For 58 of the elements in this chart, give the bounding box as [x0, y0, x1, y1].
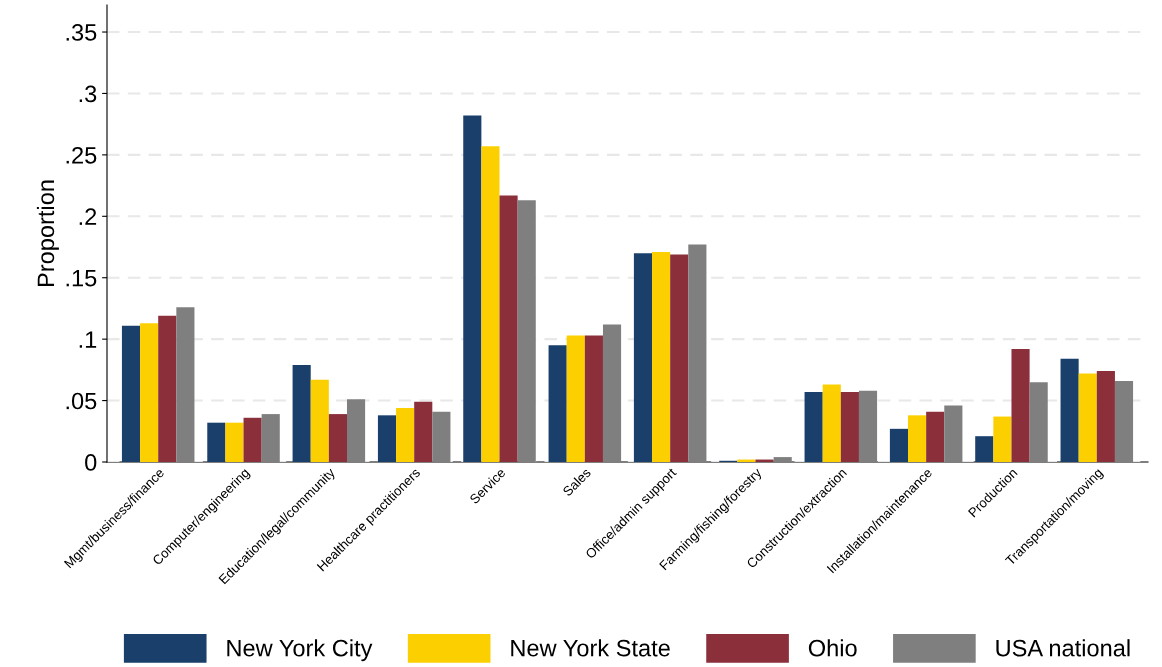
bar — [858, 390, 878, 462]
bar — [346, 399, 366, 462]
bar — [432, 411, 451, 462]
bar — [773, 457, 792, 462]
bar — [243, 417, 262, 462]
y-tick-label: .25 — [66, 146, 97, 164]
bar — [176, 307, 195, 462]
bar — [566, 335, 585, 462]
bar — [652, 251, 671, 462]
bar — [908, 415, 927, 462]
bar — [140, 323, 159, 462]
y-tick-label: 0 — [85, 454, 97, 471]
bar — [670, 254, 689, 462]
bar — [840, 391, 859, 462]
bar — [1096, 371, 1115, 462]
bar — [1114, 380, 1134, 462]
y-tick-label: .3 — [79, 85, 97, 103]
bar — [548, 345, 567, 462]
legend-label: New York City — [227, 639, 373, 662]
bar — [584, 335, 603, 462]
bar — [822, 384, 841, 462]
y-axis-title: Proportion — [36, 180, 59, 287]
bar — [261, 414, 280, 462]
bar — [499, 195, 518, 462]
bar — [207, 422, 226, 462]
bar — [517, 200, 536, 462]
bar — [225, 422, 244, 462]
bar — [889, 428, 909, 462]
bar — [377, 415, 397, 462]
bar — [975, 436, 994, 462]
bar — [328, 414, 347, 462]
bar — [481, 146, 500, 462]
bar — [993, 416, 1012, 462]
y-tick-label: .35 — [66, 24, 97, 41]
bar — [1011, 348, 1030, 462]
y-tick-label: .1 — [79, 331, 97, 348]
bar — [602, 324, 622, 462]
y-tick-label: .2 — [79, 208, 97, 225]
legend-label: USA national — [996, 639, 1130, 657]
bar — [944, 405, 963, 462]
bar — [414, 401, 433, 462]
bar — [1029, 382, 1048, 462]
bar — [804, 391, 823, 462]
bar — [310, 379, 329, 462]
bar — [1060, 358, 1079, 462]
bar — [292, 364, 311, 462]
bar — [926, 411, 945, 462]
y-tick-label: .15 — [66, 270, 97, 287]
bar — [463, 115, 482, 462]
bar — [688, 244, 707, 462]
bar — [633, 253, 653, 462]
y-tick-label: .05 — [66, 392, 97, 410]
bar — [158, 315, 177, 462]
bar — [1078, 373, 1097, 462]
bar — [396, 407, 415, 462]
bar — [121, 325, 141, 462]
legend-label: Ohio — [808, 639, 857, 657]
legend-label: New York State — [511, 639, 670, 657]
